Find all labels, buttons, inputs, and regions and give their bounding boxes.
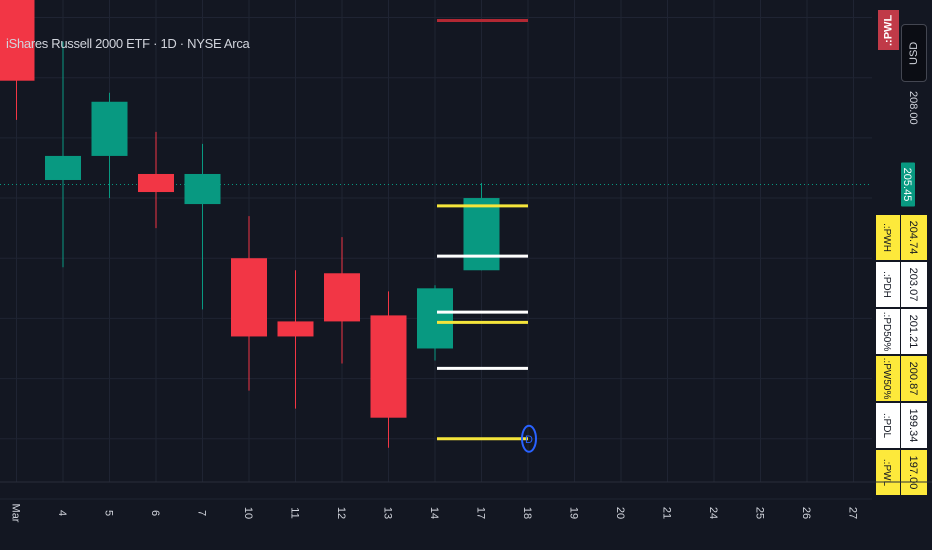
symbol-title[interactable]: iShares Russell 2000 ETF · 1D · NYSE Arc… [6, 36, 250, 51]
level-value-label: 201.21 [907, 315, 919, 349]
time-axis-tick: 18 [521, 507, 533, 519]
candle[interactable] [184, 143, 221, 310]
time-axis[interactable]: Mar 4 5 6 7 10 11 12 13 14 17 18 19 20 21 24 25 26 27 [0, 481, 932, 523]
candle[interactable] [417, 285, 453, 361]
level-name-label: .:PDL [881, 413, 892, 438]
event-marker[interactable]: D [521, 424, 537, 453]
level-value-badge [901, 403, 927, 448]
level-name-badge [876, 262, 900, 307]
candle-body [417, 288, 453, 349]
candle-body [277, 321, 314, 337]
level-badge: .:PWH 204.74 [876, 215, 927, 260]
time-axis-tick: 6 [149, 510, 161, 516]
candle[interactable] [0, 0, 35, 120]
level-value-label: 199.34 [907, 409, 919, 443]
level-name-label: .:PWH [881, 223, 892, 252]
candle-body [370, 315, 407, 418]
time-axis-tick: 11 [289, 507, 301, 518]
level-name-label: .:PW50% [881, 358, 892, 400]
level-badge: .:PDL 199.34 [876, 403, 927, 448]
candle-body [0, 0, 35, 81]
level-name-label: .:PD50% [881, 312, 892, 352]
time-axis-tick: 17 [475, 507, 487, 519]
level-badge: .:PW50% 200.87 [876, 356, 927, 401]
time-axis-tick: 5 [103, 510, 115, 516]
candle[interactable] [277, 270, 314, 409]
time-axis-tick: 27 [847, 507, 859, 519]
time-axis-tick: 13 [382, 507, 394, 519]
level-value-label: 197.00 [907, 456, 919, 490]
time-axis-tick: 25 [754, 507, 766, 519]
level-name-label: .:PDH [881, 271, 892, 298]
level-name-badge [876, 309, 900, 354]
level-value-badge [901, 356, 927, 401]
level-value-badge [901, 309, 927, 354]
level-value-badge [901, 215, 927, 260]
candle[interactable] [138, 131, 174, 229]
currency-badge[interactable]: USD [901, 24, 927, 82]
time-axis-tick: Mar [10, 504, 22, 523]
time-axis-tick: 21 [661, 507, 673, 519]
current-price-badge [901, 162, 915, 207]
current-price-label: 205.45 [901, 168, 913, 202]
level-badge: .:PD50% 201.21 [876, 309, 927, 354]
level-name-badge [876, 356, 900, 401]
candle-body [91, 101, 128, 156]
level-value-label: 203.07 [907, 268, 919, 302]
event-marker-label: D [525, 434, 533, 446]
time-axis-tick: 10 [242, 507, 254, 519]
level-name-badge [876, 403, 900, 448]
candle-body [324, 273, 360, 322]
time-axis-tick: 24 [707, 507, 719, 519]
level-value-badge [901, 262, 927, 307]
pwl-flag-badge: .:PWL [878, 10, 899, 50]
candle-body [463, 198, 500, 271]
level-value-label: 204.74 [907, 221, 919, 255]
level-badge: .:PWL 197.00 [876, 450, 927, 495]
level-name-label: .:PWL [881, 459, 892, 487]
candle[interactable] [45, 41, 81, 268]
candle[interactable] [231, 216, 267, 391]
candle[interactable] [91, 92, 128, 199]
candle-body [231, 258, 267, 337]
level-name-badge [876, 215, 900, 260]
time-axis-tick: 19 [568, 507, 580, 519]
candle[interactable] [463, 183, 500, 271]
time-axis-tick: 20 [614, 507, 626, 519]
level-value-badge [901, 450, 927, 495]
level-value-label: 200.87 [907, 362, 919, 396]
time-axis-tick: 26 [800, 507, 812, 519]
level-badge: .:PDH 203.07 [876, 262, 927, 307]
candle-body [184, 173, 221, 205]
price-axis[interactable]: 208.00 205.45 .:PWH 204.74 .:PDH 203.07 .:PD50… [875, 0, 932, 550]
grid [0, 0, 872, 500]
level-lines [437, 19, 528, 441]
event-marker-ring [521, 424, 537, 453]
time-axis-tick: 7 [196, 510, 208, 516]
price-axis-tick: 208.00 [907, 91, 919, 125]
level-name-badge [876, 450, 900, 495]
candle-body [45, 155, 81, 180]
candle[interactable] [370, 291, 407, 448]
candle[interactable] [324, 237, 360, 364]
time-axis-tick: 12 [335, 507, 347, 519]
candle-body [138, 173, 174, 193]
time-axis-tick: 4 [56, 510, 68, 516]
time-axis-tick: 14 [428, 507, 440, 519]
candles [0, 0, 500, 448]
